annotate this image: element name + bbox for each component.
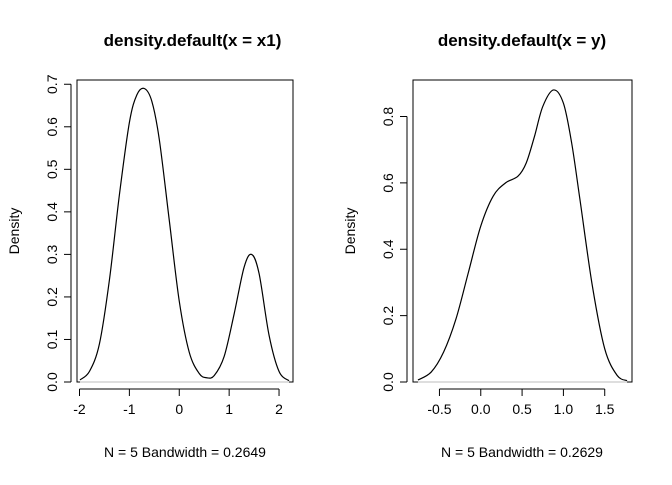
y-tick-label: 0.8 — [380, 107, 396, 127]
x-axis-label: N = 5 Bandwidth = 0.2649 — [104, 444, 266, 460]
plot-frame — [412, 79, 633, 383]
x-tick-label: 2 — [275, 401, 283, 417]
x-tick-label: 0.0 — [471, 401, 491, 417]
y-tick-label: 0.6 — [380, 173, 396, 193]
y-tick-label: 0.2 — [44, 287, 60, 307]
density-curve — [417, 89, 628, 382]
x-axis: -0.5 0.0 0.5 1.0 1.5 — [427, 388, 615, 417]
x-tick-label: -0.5 — [427, 401, 451, 417]
x-tick-label: -2 — [73, 401, 86, 417]
x-axis: -2 -1 0 1 2 — [73, 388, 283, 417]
density-panel-x1: density.default(x = x1) -2 -1 0 1 2 0.00.10.… — [6, 31, 294, 460]
x-tick-label: 1.5 — [595, 401, 615, 417]
density-panel-y: density.default(x = y) -0.5 0.0 0.5 1.0 1.5 … — [342, 31, 633, 460]
y-axis-label: Density — [6, 208, 22, 255]
y-tick-label: 0.0 — [380, 372, 396, 392]
y-tick-label: 0.2 — [380, 306, 396, 326]
y-tick-label: 0.7 — [44, 74, 60, 94]
y-tick-label: 0.5 — [44, 159, 60, 179]
y-tick-label: 0.4 — [44, 202, 60, 222]
y-tick-label: 0.3 — [44, 244, 60, 264]
x-tick-label: 0.5 — [512, 401, 532, 417]
chart-title: density.default(x = y) — [438, 31, 606, 50]
x-tick-label: 1.0 — [554, 401, 574, 417]
y-axis: 0.0 0.1 0.2 0.3 0.4 0.5 0.6 0.7 — [44, 74, 72, 392]
density-curve — [79, 87, 290, 382]
y-tick-label: 0.6 — [44, 117, 60, 137]
y-tick-label: 0.1 — [44, 330, 60, 350]
y-tick-label: 0.4 — [380, 239, 396, 259]
chart-title: density.default(x = x1) — [104, 31, 282, 50]
x-tick-label: 0 — [175, 401, 183, 417]
y-axis: 0.0 0.2 0.4 0.6 0.8 — [380, 107, 408, 392]
y-tick-label: 0.0 — [44, 372, 60, 392]
x-tick-label: -1 — [123, 401, 136, 417]
x-tick-label: 1 — [225, 401, 233, 417]
x-axis-label: N = 5 Bandwidth = 0.2629 — [441, 444, 603, 460]
y-axis-label: Density — [342, 208, 358, 255]
